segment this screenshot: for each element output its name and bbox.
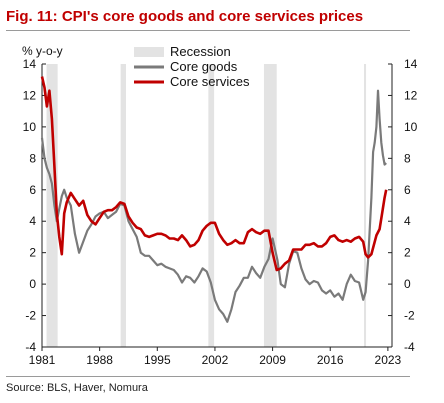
- recession-band: [46, 64, 58, 347]
- y-tick-label-right: 8: [404, 151, 411, 165]
- y-tick-label-right: 10: [404, 120, 418, 134]
- legend-label-core-goods: Core goods: [170, 59, 238, 74]
- x-tick-label: 1995: [144, 353, 171, 367]
- core-goods-line: [40, 89, 387, 323]
- y-tick-label-left: 4: [29, 214, 36, 228]
- core-services-line: [40, 76, 388, 272]
- y-tick-label-left: 8: [29, 151, 36, 165]
- title-divider: [6, 30, 410, 31]
- x-tick-label: 2016: [317, 353, 344, 367]
- source-note: Source: BLS, Haver, Nomura: [6, 382, 148, 394]
- y-tick-label-right: 2: [404, 246, 411, 260]
- y-tick-label-left: 2: [29, 246, 36, 260]
- plot-frame: [41, 64, 393, 348]
- figure-title: Fig. 11: CPI's core goods and core servi…: [6, 8, 364, 25]
- y-tick-label-left: -2: [25, 309, 36, 323]
- y-tick-label-right: -4: [404, 340, 415, 354]
- legend-label-core-services: Core services: [170, 74, 250, 89]
- x-tick-label: 2023: [375, 353, 402, 367]
- y-tick-label-right: 4: [404, 214, 411, 228]
- recession-bands: [46, 64, 367, 347]
- x-tick-label: 2009: [259, 353, 286, 367]
- y-tick-label-right: 14: [404, 57, 418, 71]
- y-tick-label-left: 14: [23, 57, 37, 71]
- y-tick-label-right: -2: [404, 309, 415, 323]
- axis-ticks: -4 -4 -2 -2 0 0 2 2 4 4 6 6 8 8 10 10 12 12 14 14 1981 1988 19…: [23, 57, 418, 367]
- y-tick-label-right: 0: [404, 277, 411, 291]
- recession-band: [364, 64, 367, 347]
- x-tick-label: 2002: [202, 353, 229, 367]
- y-tick-label-right: 12: [404, 88, 418, 102]
- recession-band: [208, 64, 215, 347]
- series-lines: [40, 76, 388, 323]
- recession-band: [263, 64, 277, 347]
- y-axis-label: % y-o-y: [22, 44, 63, 58]
- y-tick-label-left: 10: [23, 120, 37, 134]
- y-tick-label-right: 6: [404, 183, 411, 197]
- y-tick-label-left: -4: [25, 340, 36, 354]
- y-tick-label-left: 12: [23, 88, 37, 102]
- y-tick-label-left: 6: [29, 183, 36, 197]
- legend-swatch-recession: [134, 47, 164, 57]
- y-tick-label-left: 0: [29, 277, 36, 291]
- legend-label-recession: Recession: [170, 44, 231, 59]
- footer-divider: [6, 376, 410, 377]
- x-tick-label: 1981: [29, 353, 56, 367]
- x-tick-label: 1988: [86, 353, 113, 367]
